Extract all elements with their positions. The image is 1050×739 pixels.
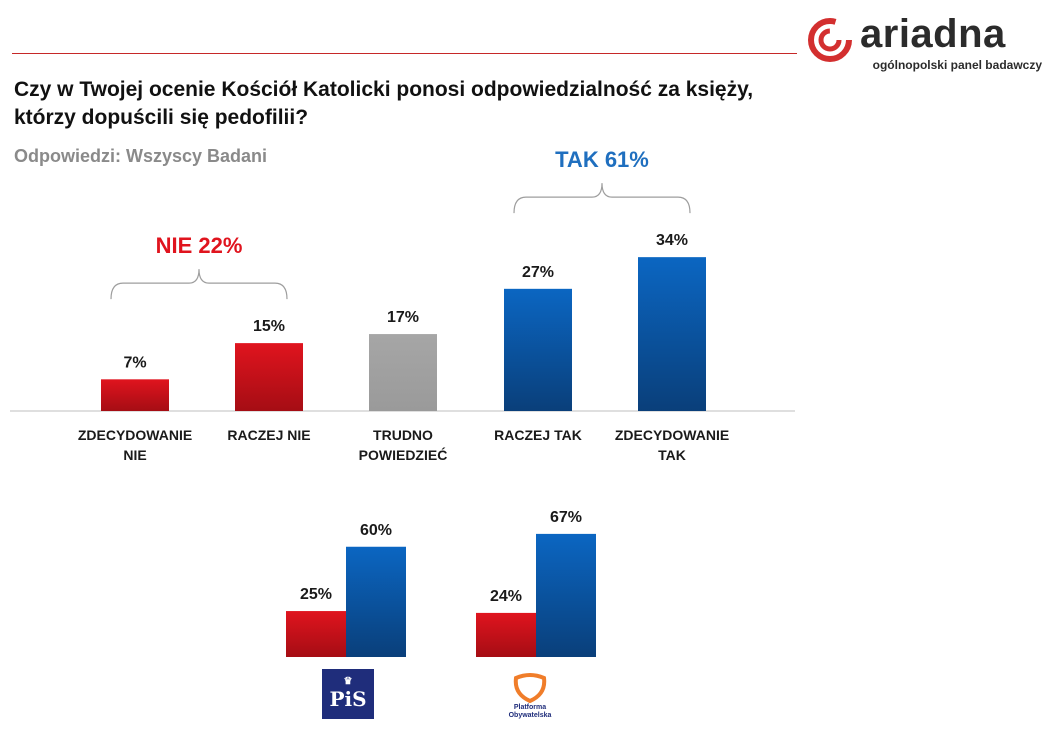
bar-5 <box>638 257 706 411</box>
pis-logo-text: PiS <box>329 687 367 711</box>
bar-value-label-4: 27% <box>522 264 554 281</box>
po-logo: Platforma Obywatelska <box>500 666 560 724</box>
category-label-5-1: ZDECYDOWANIE <box>615 427 729 443</box>
group-bracket-2 <box>513 183 691 214</box>
po-heart-icon <box>513 673 547 704</box>
party-bar-1-1 <box>286 611 346 657</box>
bar-1 <box>101 379 169 411</box>
bar-value-label-1: 7% <box>123 354 146 371</box>
category-label-5-2: TAK <box>658 447 686 463</box>
party-bar-value-2-2: 67% <box>550 509 582 526</box>
logo-tagline: ogólnopolski panel badawczy <box>872 58 1042 72</box>
party-bar-2-1 <box>476 612 536 657</box>
group-total-label-1: NIE 22% <box>156 233 243 258</box>
bar-value-label-3: 17% <box>387 309 419 326</box>
bar-3 <box>369 334 437 411</box>
bar-4 <box>504 288 572 411</box>
category-label-3-2: POWIEDZIEĆ <box>359 446 448 463</box>
party-bar-value-1-1: 25% <box>300 586 332 603</box>
party-bar-1-2 <box>346 546 406 657</box>
category-label-2-1: RACZEJ NIE <box>227 427 310 443</box>
header-rule <box>12 53 797 54</box>
ariadna-spiral-icon <box>808 18 852 62</box>
page-subtitle: Odpowiedzi: Wszyscy Badani <box>14 146 268 166</box>
ariadna-logo: ariadna ogólnopolski panel badawczy <box>806 12 1046 74</box>
category-label-4-1: RACZEJ TAK <box>494 427 582 443</box>
party-bar-value-2-1: 24% <box>490 588 522 605</box>
bar-2 <box>235 343 303 411</box>
group-bracket-1 <box>110 269 288 300</box>
po-logo-line2: Obywatelska <box>508 712 552 719</box>
category-label-3-1: TRUDNO <box>373 427 433 443</box>
party-bar-2-2 <box>536 533 596 657</box>
eagle-icon: ♛ <box>343 676 353 687</box>
page-title: Czy w Twojej ocenie Kościół Katolicki po… <box>14 78 754 129</box>
pis-logo: ♛ PiS <box>322 669 374 719</box>
category-label-1-1: ZDECYDOWANIE <box>78 427 192 443</box>
po-logo-line1: Platforma <box>513 704 547 711</box>
bar-value-label-5: 34% <box>656 232 688 249</box>
bar-value-label-2: 15% <box>253 318 285 335</box>
logo-wordmark: ariadna <box>860 12 1006 56</box>
category-label-1-2: NIE <box>123 447 146 463</box>
group-total-label-2: TAK 61% <box>555 147 649 172</box>
party-bar-value-1-2: 60% <box>360 522 392 539</box>
